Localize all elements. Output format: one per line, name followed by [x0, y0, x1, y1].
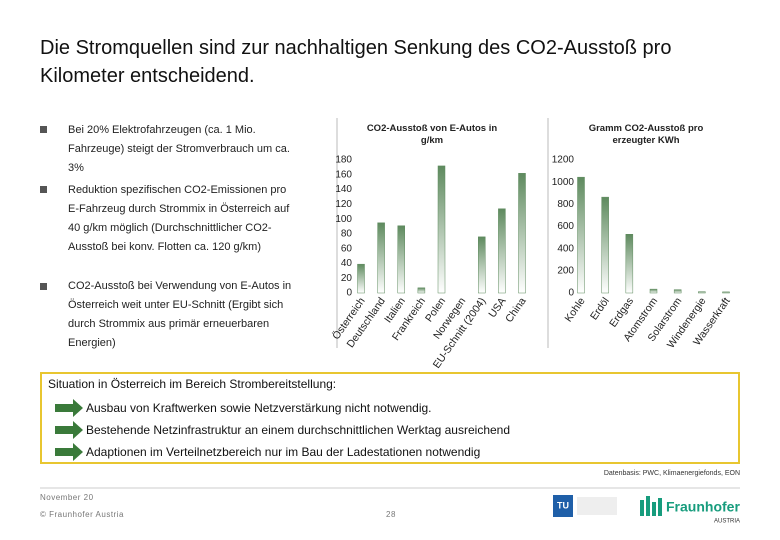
bullet-marker [40, 186, 47, 193]
bullet-marker [40, 126, 47, 133]
bullet-text: Bei 20% Elektrofahrzeugen (ca. 1 Mio. Fa… [68, 124, 290, 174]
bullet-marker [40, 283, 47, 290]
y-tick-label: 100 [335, 214, 352, 225]
box-item: Adaptionen im Verteilnetzbereich nur im … [86, 445, 481, 459]
bar [698, 291, 706, 294]
y-tick-label: 800 [557, 199, 574, 210]
box-item: Ausbau von Kraftwerken sowie Netzverstär… [86, 401, 432, 415]
box-title: Situation in Österreich im Bereich Strom… [48, 377, 337, 391]
footer-org: © Fraunhofer Austria [40, 510, 124, 519]
y-tick-label: 200 [557, 265, 574, 276]
y-tick-label: 160 [335, 169, 352, 180]
arrow-icon [55, 443, 83, 461]
source-note: Datenbasis: PWC, Klimaenergiefonds, EON [603, 470, 740, 477]
austria-logo: AUSTRIA [714, 519, 740, 525]
x-tick-label: Erdöl [588, 295, 612, 322]
y-tick-label: 180 [335, 155, 352, 166]
y-tick-label: 140 [335, 184, 352, 195]
bar [498, 208, 506, 294]
y-tick-label: 80 [341, 229, 353, 240]
chart-title: CO2-Ausstoß von E-Autos in g/km [366, 123, 498, 146]
bar [673, 289, 682, 294]
page-number: 28 [386, 510, 396, 519]
arrow-icon [55, 399, 83, 417]
y-tick-label: 40 [341, 258, 353, 269]
x-tick-label: China [503, 295, 529, 324]
y-tick-label: 60 [341, 243, 353, 254]
box-item: Bestehende Netzinfrastruktur an einem du… [86, 423, 511, 437]
bar [357, 263, 365, 294]
bullet-text: CO2-Ausstoß bei Verwendung von E-Autos i… [68, 280, 292, 349]
bar [437, 165, 446, 294]
bar [625, 234, 634, 294]
bullet-text: Reduktion spezifischen CO2-Emissionen pr… [68, 184, 290, 253]
fraunhofer-mark [640, 496, 662, 516]
bar [417, 287, 426, 294]
y-tick-label: 1200 [552, 155, 575, 166]
tu-logo-text: TU [557, 500, 569, 510]
bar [518, 173, 526, 294]
bar [722, 291, 730, 294]
tu-logo-caption [577, 497, 617, 515]
chart-title: Gramm CO2-Ausstoß pro erzeugter KWh [588, 123, 704, 146]
y-tick-label: 0 [346, 288, 352, 299]
y-tick-label: 120 [335, 199, 352, 210]
bar [397, 225, 405, 294]
bar [601, 196, 609, 294]
bar [377, 222, 385, 294]
arrow-icons [55, 399, 83, 461]
y-tick-label: 1000 [552, 177, 575, 188]
arrow-icon [55, 421, 83, 439]
slide-title: Die Stromquellen sind zur nachhaltigen S… [40, 37, 672, 87]
y-tick-label: 20 [341, 273, 353, 284]
y-tick-label: 400 [557, 243, 574, 254]
x-tick-label: Kohle [563, 295, 588, 324]
bar [577, 176, 585, 294]
footer-date: November 20 [40, 493, 94, 502]
info-box [40, 372, 740, 464]
fraunhofer-logo: Fraunhofer [666, 499, 740, 515]
y-tick-label: 600 [557, 221, 574, 232]
tu-logo [553, 495, 573, 517]
bar [478, 236, 486, 294]
y-tick-label: 0 [568, 288, 574, 299]
bar [649, 288, 658, 294]
